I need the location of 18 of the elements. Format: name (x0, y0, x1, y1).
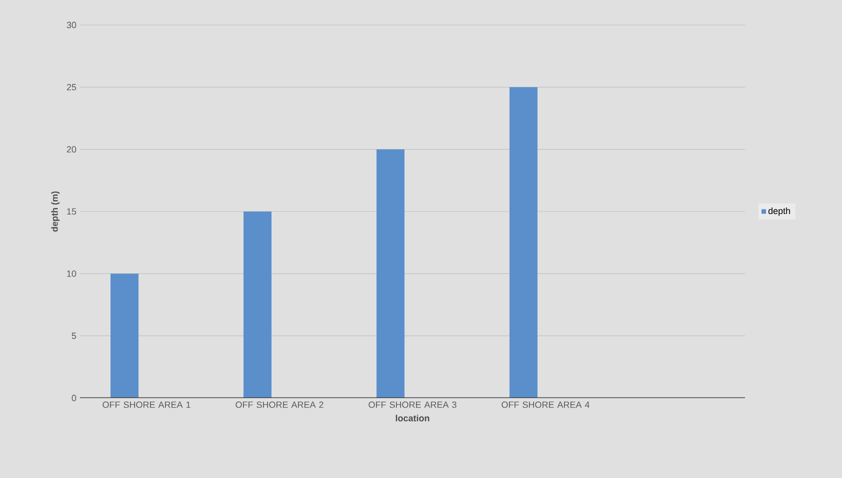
y-tick-label: 30 (66, 22, 76, 28)
y-tick-label: 5 (72, 332, 76, 339)
x-tick-label: OFF SHORE AREA 2 (236, 402, 324, 408)
y-tick-label: 20 (66, 146, 76, 153)
y-axis-title: depth (m) (51, 191, 60, 232)
x-tick-label: OFF SHORE AREA 4 (502, 402, 590, 408)
x-tick-label: OFF SHORE AREA 1 (102, 402, 190, 408)
y-tick-label: 10 (67, 270, 76, 277)
x-tick-label: OFF SHORE AREA 3 (368, 402, 456, 408)
legend-label: depth (768, 207, 790, 216)
bar (376, 149, 405, 398)
y-tick-label: 15 (67, 208, 76, 215)
bar (244, 211, 272, 398)
y-tick-label: 25 (66, 84, 76, 90)
x-axis-title: location (396, 414, 430, 422)
bar (510, 87, 538, 398)
y-tick-label: 0 (72, 394, 76, 402)
bar (110, 274, 139, 398)
